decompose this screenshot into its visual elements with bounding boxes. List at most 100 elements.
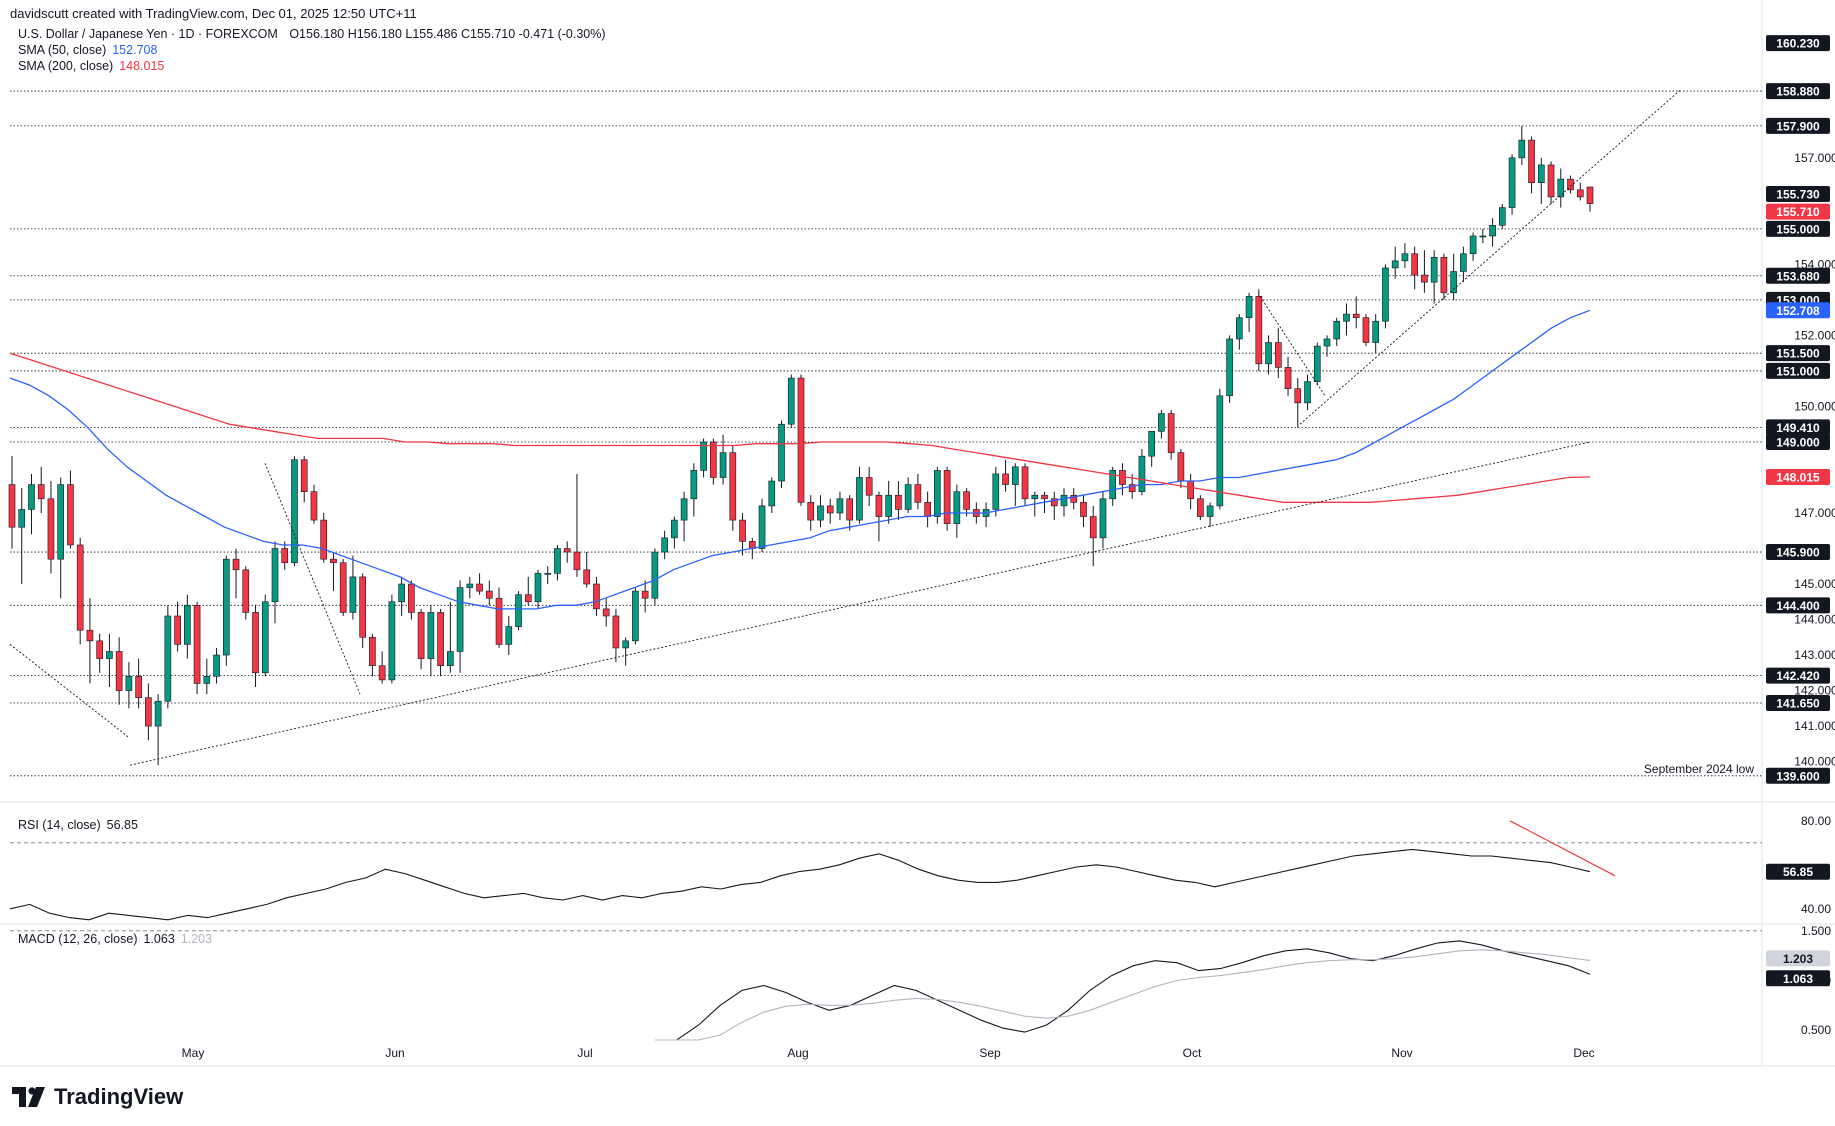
macd-legend[interactable]: MACD (12, 26, close) 1.063 1.203: [18, 932, 212, 946]
candle-body: [836, 498, 844, 514]
candle: [1382, 264, 1389, 329]
level-tag: 155.000: [1766, 220, 1830, 237]
candle-body: [1469, 235, 1477, 255]
level-tag: 158.880: [1766, 83, 1830, 100]
candle-body: [76, 544, 84, 631]
candle: [47, 481, 55, 574]
candle: [115, 637, 123, 705]
price-tag-text: 155.710: [1776, 205, 1820, 219]
candle: [271, 541, 279, 624]
candle-body: [797, 377, 805, 503]
candle: [593, 576, 600, 616]
candle-body: [641, 590, 649, 599]
candle-body: [1284, 367, 1292, 389]
candle-body: [1206, 505, 1214, 517]
candle: [924, 491, 931, 528]
candle: [125, 662, 133, 709]
candle: [252, 605, 259, 688]
candle: [359, 573, 366, 648]
candle-body: [1119, 470, 1126, 485]
candle: [797, 374, 805, 506]
candle-body: [1333, 320, 1341, 340]
candle: [1080, 495, 1087, 528]
candle: [378, 651, 386, 684]
candle: [544, 566, 552, 585]
candle: [846, 495, 854, 531]
candle-body: [1060, 494, 1068, 507]
candle-body: [934, 470, 941, 517]
candle: [1557, 168, 1565, 208]
price-tag: 160.230: [1766, 35, 1830, 52]
month-tick-label: Jul: [577, 1046, 592, 1060]
candle: [836, 491, 844, 521]
candle-body: [865, 477, 873, 496]
candle: [1138, 449, 1146, 496]
candle: [1401, 243, 1409, 268]
candle: [291, 456, 298, 567]
candle: [184, 594, 191, 659]
level-tag-text: 151.500: [1776, 347, 1820, 361]
candle-body: [291, 459, 298, 564]
price-pane: September 2024 low: [0, 0, 1835, 1067]
candle: [1537, 157, 1545, 205]
trendline: [264, 463, 361, 695]
candle: [1294, 378, 1302, 428]
sma200-label: SMA (200, close): [18, 59, 114, 73]
candle-body: [1528, 139, 1535, 184]
sma50-legend[interactable]: SMA (50, close) 152.708: [18, 43, 157, 57]
candle: [1567, 175, 1574, 194]
candle-body: [895, 494, 902, 510]
candle: [1411, 246, 1418, 290]
candle-body: [28, 484, 35, 510]
candle-body: [174, 615, 181, 645]
candle: [826, 498, 834, 524]
candle-body: [661, 537, 668, 553]
candle-body: [817, 505, 824, 521]
price-tag: 152.708: [1766, 302, 1830, 319]
candle: [437, 608, 444, 677]
candle: [875, 491, 883, 542]
macd-value-tag-text: 1.063: [1783, 972, 1813, 986]
symbol-legend[interactable]: U.S. Dollar / Japanese Yen · 1D · FOREXC…: [18, 27, 606, 41]
candle: [671, 516, 678, 549]
candle: [86, 598, 94, 684]
candle: [817, 495, 824, 528]
chart-canvas[interactable]: September 2024 low May Jun Jul Aug Sep Oct Nov…: [0, 0, 1835, 1070]
candle-body: [1245, 296, 1253, 318]
candle-body: [1460, 253, 1467, 272]
candle-body: [1440, 256, 1448, 294]
rsi-line: [9, 848, 1591, 921]
candle-body: [18, 509, 26, 528]
candle: [213, 647, 220, 684]
rsi-legend[interactable]: RSI (14, close) 56.85: [18, 818, 138, 832]
signal-line: [655, 949, 1591, 1041]
candle-body: [778, 423, 785, 482]
candle-body: [222, 558, 230, 656]
candle-body: [261, 601, 269, 674]
macd-pane: [655, 940, 1591, 1041]
candle-body: [1255, 296, 1263, 365]
sma200-legend[interactable]: SMA (200, close) 148.015: [18, 59, 164, 73]
candle: [1528, 136, 1535, 194]
candle-body: [135, 676, 142, 698]
candle-body: [953, 491, 961, 524]
level-tag-text: 151.000: [1776, 364, 1820, 378]
candle: [914, 473, 922, 510]
annotation-label: September 2024 low: [1644, 762, 1754, 776]
price-tag-text: 160.230: [1776, 37, 1820, 51]
candle-body: [1011, 466, 1019, 485]
candle-body: [1109, 470, 1117, 500]
candle: [1002, 459, 1009, 492]
candle-body: [612, 615, 620, 649]
price-tick-label: 157.000: [1794, 151, 1835, 165]
candle: [1304, 374, 1311, 410]
level-tag-bg: [1766, 267, 1830, 284]
candle-body: [300, 459, 308, 492]
candle-body: [495, 597, 503, 645]
candle: [1323, 335, 1331, 357]
candle: [1167, 410, 1175, 460]
candle: [164, 605, 172, 709]
time-axis: May Jun Jul Aug Sep Oct Nov Dec: [182, 1046, 1595, 1060]
candle: [602, 598, 610, 627]
